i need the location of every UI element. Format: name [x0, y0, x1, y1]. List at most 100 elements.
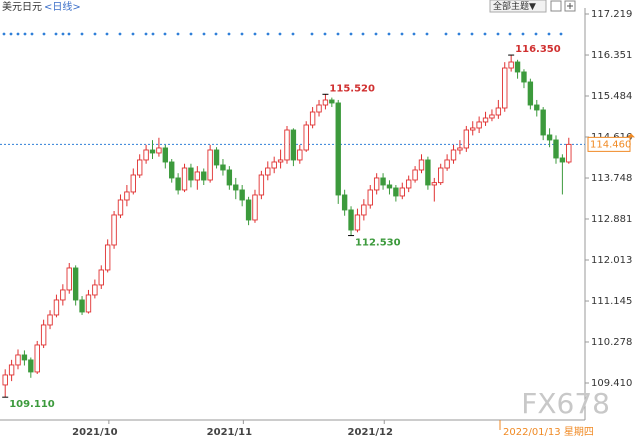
event-dot [483, 32, 487, 36]
event-dot [30, 32, 34, 36]
candle-body [226, 169, 233, 186]
candle-body [53, 299, 60, 316]
icon-glyph [567, 3, 573, 9]
candle-body [393, 187, 399, 197]
candle-body [367, 189, 373, 206]
candle-body [188, 167, 194, 181]
candle-body [438, 167, 444, 184]
candle-body [463, 129, 470, 149]
x-tick-label: 2021/10 [72, 427, 117, 438]
candle-body [489, 114, 495, 119]
candle-body [559, 157, 566, 163]
y-tick-label: 112.881 [591, 214, 632, 225]
candle-body [335, 102, 341, 196]
candle-body [309, 111, 316, 126]
y-tick-label: 113.748 [591, 173, 632, 184]
candle-body [213, 149, 220, 166]
last-price-label: 114.460 [590, 139, 631, 150]
candle-body [258, 174, 265, 196]
event-dot [67, 32, 71, 36]
event-dot [131, 32, 135, 36]
last-price-arrow [627, 133, 635, 138]
candle-body [252, 194, 258, 221]
candle-body [341, 194, 348, 211]
candle-body [277, 159, 284, 163]
candle-body [34, 344, 40, 373]
candle-body [482, 117, 489, 123]
candle-body [425, 159, 431, 186]
candle-body [194, 171, 201, 181]
candle-body [457, 147, 463, 151]
candle-body [175, 177, 181, 191]
event-dot [93, 32, 97, 36]
event-dot [349, 32, 353, 36]
theme-button-box[interactable] [489, 0, 547, 13]
candle-body [444, 159, 450, 169]
candle-body [348, 209, 354, 231]
event-dot [336, 32, 340, 36]
candle-body [66, 267, 72, 291]
y-tick-label: 117.219 [591, 9, 632, 20]
candle-body [521, 71, 527, 83]
event-dot [361, 32, 365, 36]
candle-body [72, 267, 79, 301]
candle-body [450, 149, 457, 161]
candle-body [21, 354, 28, 361]
candle-body [380, 177, 386, 186]
candle-body [111, 214, 117, 246]
event-dot [227, 32, 231, 36]
candle-body [553, 139, 559, 159]
candle-body [405, 179, 412, 189]
event-dot [547, 32, 551, 36]
event-dot [425, 32, 429, 36]
candle-body [540, 109, 546, 136]
x-tick-label: 2021/11 [207, 427, 252, 438]
candle-body [322, 99, 329, 106]
event-dot [105, 32, 109, 36]
y-tick-label: 116.351 [591, 50, 632, 61]
event-dot [266, 32, 270, 36]
last-price-box [587, 136, 631, 152]
candle-body [373, 177, 380, 191]
candle-body [169, 161, 175, 179]
candle-body [143, 149, 149, 161]
candle-body [271, 161, 277, 169]
event-dot [496, 32, 500, 36]
y-tick-label: 111.145 [591, 296, 632, 307]
event-dot [189, 32, 193, 36]
candle-body [15, 354, 21, 366]
event-dot [444, 32, 448, 36]
event-dot [412, 32, 416, 36]
candle-body [28, 359, 34, 373]
event-dot [144, 32, 148, 36]
candle-body [290, 129, 297, 161]
candle-body [284, 129, 290, 161]
event-dot [559, 32, 563, 36]
chart-title: 美元日元 [2, 0, 42, 13]
candle-body [104, 244, 111, 271]
event-dot [176, 32, 180, 36]
candle-body [239, 189, 245, 201]
icon[interactable] [550, 0, 562, 12]
period-link[interactable]: <日线> [44, 0, 81, 13]
candle-body [220, 164, 226, 171]
candle-body [546, 134, 553, 141]
candle-body [354, 214, 361, 231]
candle-body [201, 171, 207, 181]
candle-body [60, 289, 66, 301]
event-dot [534, 32, 538, 36]
candle-body [137, 159, 143, 176]
candle-body [412, 169, 418, 181]
theme-button[interactable]: 全部主题▼ [493, 0, 536, 12]
candle-body [303, 124, 309, 151]
candle-body [98, 269, 104, 286]
event-dot [9, 32, 13, 36]
candle-body [181, 167, 188, 191]
event-dot [151, 32, 155, 36]
event-dot [374, 32, 378, 36]
annotation-label: 116.350 [515, 44, 561, 55]
candle-body [534, 104, 540, 111]
event-dot [214, 32, 218, 36]
candle-body [245, 199, 252, 221]
